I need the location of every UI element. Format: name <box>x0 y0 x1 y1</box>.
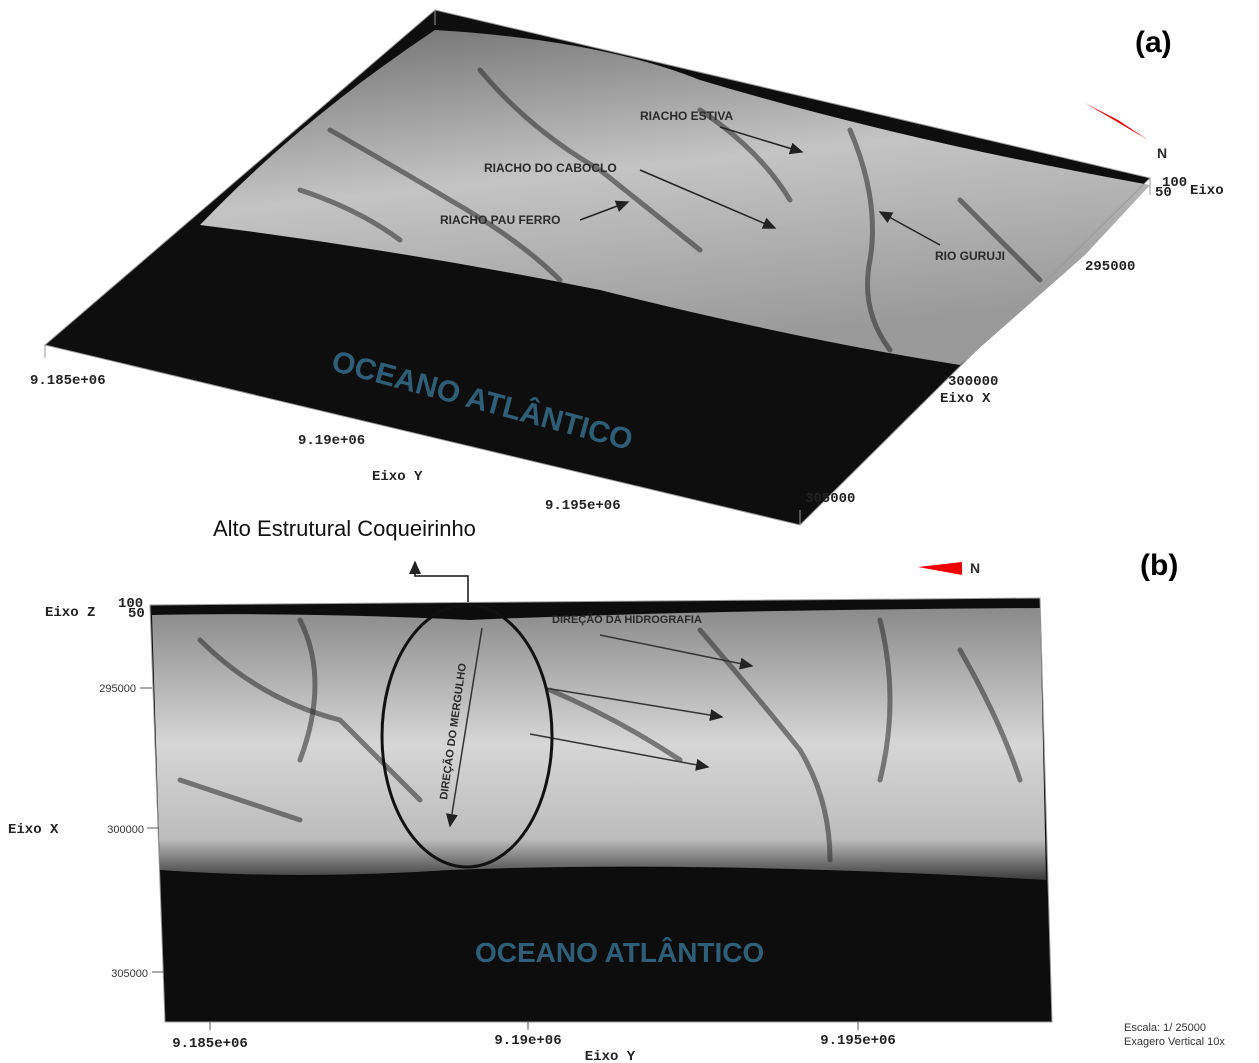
y-tick-label: 9.185e+06 <box>172 1036 248 1052</box>
ocean-label: OCEANO ATLÂNTICO <box>475 937 764 968</box>
x-tick-label: 305000 <box>111 968 148 980</box>
y-axis-title: Eixo Y <box>585 1049 636 1063</box>
scale-note: Escala: 1/ 25000 <box>1124 1022 1206 1034</box>
x-tick-label: 300000 <box>948 374 998 390</box>
river-label: RIACHO DO CABOCLO <box>484 161 617 175</box>
callout-arrow <box>415 562 468 605</box>
figure: (a) N RIACHO ESTIVA RIACHO DO CABOCLO RI… <box>0 0 1259 1063</box>
callout-label: Alto Estrutural Coqueirinho <box>213 516 476 541</box>
panel-b: (b) N OCEANO ATLÂNTICO DIREÇÃO DA HIDROG… <box>8 549 1225 1063</box>
x-tick-label: 295000 <box>1085 259 1135 275</box>
z-axis-title: Eixo Z <box>45 605 95 621</box>
panel-label: (b) <box>1140 549 1178 582</box>
x-tick-label: 295000 <box>99 683 136 695</box>
x-axis-title: Eixo X <box>8 822 59 838</box>
terrain-land <box>152 608 1046 880</box>
x-axis-title: Eixo X <box>940 391 991 407</box>
river-label: RIO GURUJI <box>935 249 1005 263</box>
z-axis-title: Eixo <box>1190 183 1224 199</box>
north-arrow <box>1085 103 1148 140</box>
y-tick-label: 9.19e+06 <box>298 433 365 449</box>
river-label: RIACHO ESTIVA <box>640 109 733 123</box>
y-axis-title: Eixo Y <box>372 469 423 485</box>
x-tick-label: 305000 <box>805 491 855 507</box>
north-label: N <box>1157 145 1167 161</box>
panel-label: (a) <box>1135 26 1172 59</box>
exaggeration-note: Exagero Vertical 10x <box>1124 1036 1225 1048</box>
y-tick-label: 9.195e+06 <box>545 498 621 514</box>
z-tick-label: 50 <box>128 606 145 622</box>
north-arrow <box>918 562 962 575</box>
y-tick-label: 9.185e+06 <box>30 373 106 389</box>
y-tick-label: 9.19e+06 <box>494 1033 561 1049</box>
y-tick-label: 9.195e+06 <box>820 1033 896 1049</box>
z-tick-label: 50 <box>1155 185 1172 201</box>
x-tick-label: 300000 <box>107 824 144 836</box>
annotation: DIREÇÃO DA HIDROGRAFIA <box>552 613 702 626</box>
river-label: RIACHO PAU FERRO <box>440 213 560 227</box>
panel-a: (a) N RIACHO ESTIVA RIACHO DO CABOCLO RI… <box>30 10 1224 525</box>
north-label: N <box>970 560 980 576</box>
